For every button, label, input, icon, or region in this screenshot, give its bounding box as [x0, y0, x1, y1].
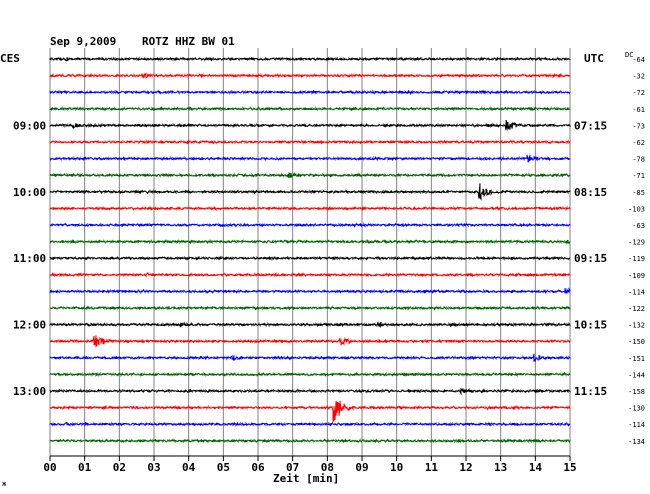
trace-row-5 [49, 139, 571, 145]
trace-row-8 [49, 183, 571, 201]
dc-offset-labels: -64 -32 -72 -61 -73 -62 -78 -71 -85 -103 -63 -129 -1… [628, 56, 645, 446]
x-tick-label: 13 [494, 461, 507, 474]
right-time-label: 10:15 [574, 319, 607, 332]
dc-offset-label: -72 [632, 89, 645, 97]
dc-label: DC [625, 51, 633, 59]
date-title: Sep 9,2009 [50, 35, 116, 48]
trace-row-13 [49, 271, 571, 278]
dc-offset-label: -63 [632, 222, 645, 230]
trace-layer [49, 56, 571, 444]
x-tick-label: 05 [217, 461, 230, 474]
dc-offset-label: -73 [632, 122, 645, 130]
dc-offset-label: -71 [632, 172, 645, 180]
trace-row-7 [49, 171, 571, 179]
trace-row-9 [49, 205, 571, 212]
right-time-label: 08:15 [574, 186, 607, 199]
dc-offset-label: -103 [628, 205, 645, 213]
dc-offset-label: -62 [632, 139, 645, 147]
x-tick-label: 04 [182, 461, 196, 474]
x-tick-label: 10 [390, 461, 403, 474]
trace-row-10 [49, 222, 571, 228]
dc-offset-label: -85 [632, 189, 645, 197]
right-time-label: 09:15 [574, 252, 607, 265]
dc-offset-label: -151 [628, 355, 645, 363]
x-tick-label: 11 [425, 461, 439, 474]
dc-offset-label: -64 [632, 56, 645, 64]
trace-row-1 [49, 72, 571, 79]
dc-offset-label: -109 [628, 272, 645, 280]
right-time-labels: 07:15 08:15 09:15 10:15 11:15 [574, 119, 607, 398]
left-time-label: 12:00 [13, 319, 46, 332]
dc-offset-label: -129 [628, 239, 645, 247]
left-time-label: 13:00 [13, 385, 46, 398]
timezone-left-label: CES [0, 52, 20, 65]
x-tick-label: 09 [355, 461, 368, 474]
left-time-labels: 09:00 10:00 11:00 12:00 13:00 [13, 119, 46, 398]
dc-offset-label: -114 [628, 421, 645, 429]
dc-offset-label: -158 [628, 388, 645, 396]
x-tick-label: 01 [78, 461, 92, 474]
x-tick-label: 08 [321, 461, 334, 474]
trace-row-0 [49, 56, 571, 62]
dc-offset-label: -114 [628, 288, 645, 296]
x-tick-label: 12 [459, 461, 472, 474]
x-tick-label: 03 [147, 461, 160, 474]
trace-row-20 [49, 388, 571, 396]
dc-offset-label: -132 [628, 322, 645, 330]
corner-mark: ж [2, 480, 7, 488]
trace-row-6 [49, 154, 571, 163]
x-tick-label: 15 [563, 461, 576, 474]
dc-offset-label: -134 [628, 438, 645, 446]
trace-row-17 [49, 335, 571, 348]
right-time-label: 11:15 [574, 385, 607, 398]
x-tick-labels: 00 01 02 03 04 05 06 07 08 09 10 11 12 13 14 15 [43, 461, 576, 474]
trace-row-3 [49, 105, 571, 112]
dc-offset-label: -61 [632, 106, 645, 114]
trace-row-11 [49, 238, 571, 245]
trace-row-19 [49, 371, 571, 378]
x-tick-label: 00 [43, 461, 56, 474]
dc-offset-label: -144 [628, 371, 645, 379]
x-tick-label: 02 [113, 461, 126, 474]
station-title: ROTZ HHZ BW 01 [142, 35, 235, 48]
right-time-label: 07:15 [574, 119, 607, 132]
x-tick-label: 14 [529, 461, 543, 474]
dc-offset-label: -130 [628, 405, 645, 413]
dc-offset-label: -78 [632, 156, 645, 164]
trace-row-2 [49, 89, 571, 96]
x-tick-label: 07 [286, 461, 299, 474]
trace-row-4 [49, 119, 571, 132]
dc-offset-label: -119 [628, 255, 645, 263]
trace-row-12 [49, 255, 571, 261]
trace-row-14 [49, 287, 571, 295]
left-time-label: 09:00 [13, 119, 46, 132]
x-axis-label: Zeit [min] [273, 472, 339, 485]
timezone-right-label: UTC [584, 52, 604, 65]
trace-row-22 [49, 421, 571, 427]
trace-row-16 [49, 321, 571, 329]
trace-row-21 [49, 400, 571, 423]
grid-layer [49, 48, 571, 461]
trace-row-15 [49, 305, 571, 311]
left-time-label: 11:00 [13, 252, 46, 265]
trace-row-23 [49, 437, 571, 444]
dc-offset-label: -122 [628, 305, 645, 313]
x-tick-label: 06 [251, 461, 265, 474]
dc-offset-label: -32 [632, 73, 645, 81]
left-time-label: 10:00 [13, 186, 46, 199]
dc-offset-label: -150 [628, 338, 645, 346]
trace-row-18 [49, 353, 571, 363]
